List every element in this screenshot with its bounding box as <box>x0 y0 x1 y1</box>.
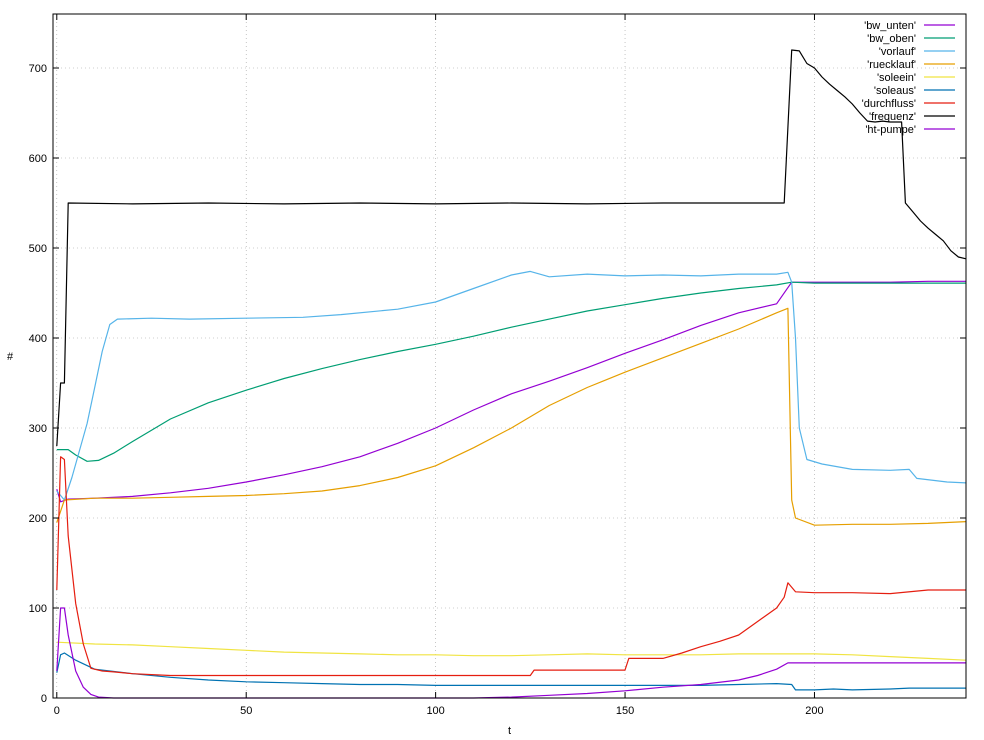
legend-entry-label: 'soleaus' <box>874 85 916 97</box>
y-tick-label: 0 <box>41 693 47 705</box>
legend-entry-label: 'frequenz' <box>869 111 916 123</box>
series-line-6 <box>56 456 966 677</box>
series-line-4 <box>56 641 967 661</box>
y-tick-label: 600 <box>29 153 47 165</box>
series-line-8 <box>56 607 966 699</box>
series-line-1 <box>56 281 966 462</box>
legend-entry-label: 'ruecklauf' <box>867 59 916 71</box>
x-tick-label: 50 <box>240 705 252 717</box>
series-line-7 <box>56 49 967 447</box>
legend-entry-label: 'durchfluss' <box>862 98 916 110</box>
x-tick-label: 100 <box>426 705 444 717</box>
x-tick-label: 200 <box>805 705 823 717</box>
legend-entry-label: 'soleein' <box>877 72 916 84</box>
x-tick-label: 150 <box>616 705 634 717</box>
plot-frame <box>52 13 967 699</box>
y-tick-label: 300 <box>29 423 47 435</box>
y-tick-label: 500 <box>29 243 47 255</box>
y-tick-label: 700 <box>29 63 47 75</box>
x-axis-label: t <box>508 725 511 737</box>
y-axis-label: # <box>7 351 14 363</box>
legend-entry-label: 'vorlauf' <box>879 46 916 58</box>
series-lines <box>56 49 967 699</box>
axis-ticks: 0 100 200 300 400 500 600 700 0 50 100 150 200 <box>29 14 966 717</box>
series-line-0 <box>56 280 966 503</box>
series-line-2 <box>56 270 967 501</box>
y-tick-label: 200 <box>29 513 47 525</box>
x-tick-label: 0 <box>54 705 60 717</box>
y-tick-label: 400 <box>29 333 47 345</box>
grid-lines <box>53 14 966 698</box>
series-line-5 <box>56 652 966 691</box>
legend: 'bw_unten''bw_oben''vorlauf''ruecklauf''… <box>862 20 955 136</box>
legend-entry-label: 'bw_unten' <box>864 20 916 32</box>
series-line-3 <box>56 307 967 526</box>
legend-entry-label: 'bw_oben' <box>867 33 916 45</box>
legend-entry-label: 'ht-pumpe' <box>865 124 916 136</box>
y-tick-label: 100 <box>29 603 47 615</box>
